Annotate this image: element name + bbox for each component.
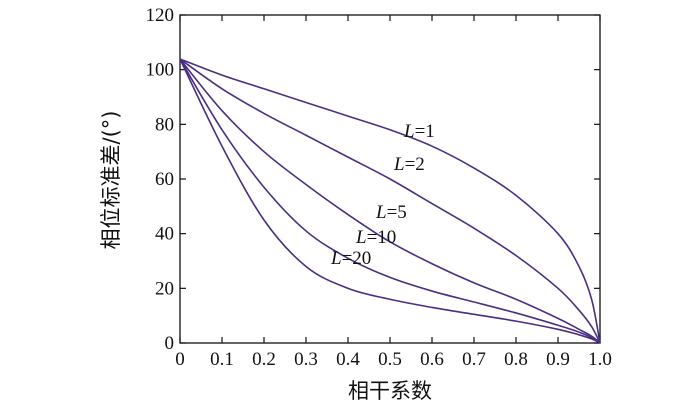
x-tick-label: 0 (175, 349, 185, 370)
series-label-value: =5 (387, 202, 407, 223)
series-label-prefix: L (403, 121, 415, 142)
y-tick-label: 80 (155, 114, 174, 135)
axis-tick-labels: 0 0.1 0.2 0.3 0.4 0.5 0.6 0.7 0.8 0.9 1.0 0 20 40 60 80… (146, 5, 612, 370)
y-tick-label: 0 (165, 333, 175, 354)
series-line (179, 58, 601, 344)
y-tick-label: 120 (146, 5, 175, 26)
series-label: L=20 (330, 248, 371, 269)
series-label-prefix: L (330, 248, 342, 269)
series-label: L=5 (375, 202, 407, 223)
series-label-prefix: L (355, 227, 367, 248)
series-curves (179, 58, 601, 344)
y-tick-label: 40 (155, 224, 174, 245)
series-label: L=10 (355, 227, 396, 248)
x-axis-title: 相干系数 (348, 379, 432, 403)
series-line (179, 58, 601, 344)
series-label: L=1 (403, 121, 435, 142)
series-line (179, 58, 601, 344)
x-tick-label: 0.5 (378, 349, 402, 370)
series-label-value: =20 (342, 248, 372, 269)
x-tick-label: 0.9 (546, 349, 570, 370)
series-label: L=2 (393, 154, 425, 175)
x-tick-label: 0.4 (336, 349, 360, 370)
series-labels: L=1L=2L=5L=10L=20 (330, 121, 435, 269)
x-tick-label: 0.7 (462, 349, 486, 370)
series-line (179, 58, 601, 344)
series-label-value: =2 (405, 154, 425, 175)
y-tick-label: 100 (146, 60, 175, 81)
x-tick-label: 0.3 (294, 349, 318, 370)
series-label-prefix: L (393, 154, 405, 175)
series-label-value: =10 (367, 227, 397, 248)
x-tick-label: 0.6 (420, 349, 444, 370)
y-tick-label: 20 (155, 278, 174, 299)
x-tick-label: 0.1 (210, 349, 234, 370)
y-axis-title: 相位标准差/(°) (99, 111, 123, 250)
x-tick-label: 1.0 (588, 349, 612, 370)
series-label-prefix: L (375, 202, 387, 223)
x-tick-label: 0.8 (504, 349, 528, 370)
series-line (179, 58, 601, 344)
x-tick-label: 0.2 (252, 349, 276, 370)
series-label-value: =1 (415, 121, 435, 142)
y-tick-label: 60 (155, 169, 174, 190)
